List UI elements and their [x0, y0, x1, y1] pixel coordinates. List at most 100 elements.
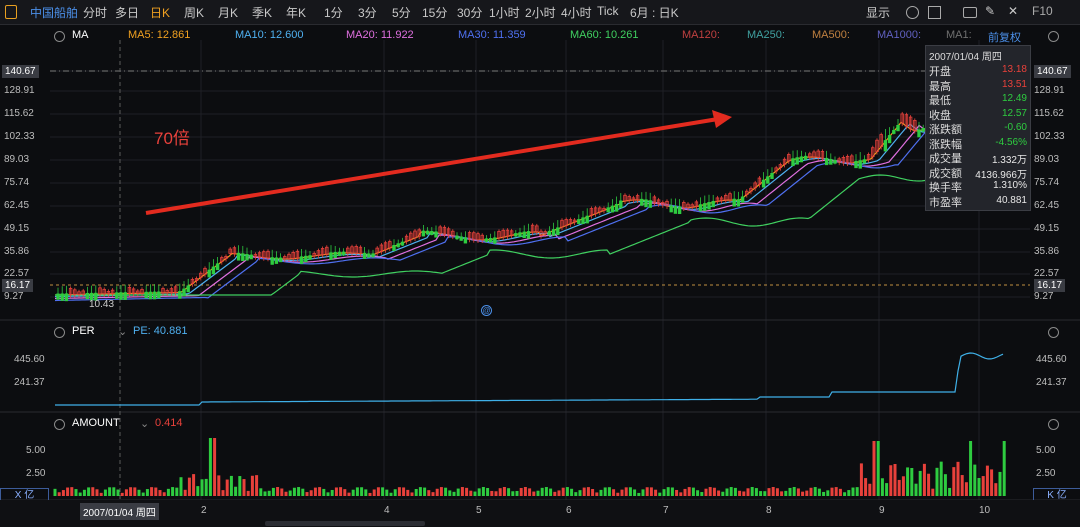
period-tab[interactable]: 年K	[286, 6, 307, 20]
amount-bar	[628, 487, 632, 496]
amount-bar	[712, 487, 716, 496]
candle-body	[724, 194, 728, 201]
candle-body	[467, 232, 472, 240]
candle-body	[757, 177, 762, 185]
period-tab[interactable]: 分时	[83, 6, 108, 20]
candle-body	[761, 179, 766, 188]
gear-icon[interactable]	[1048, 31, 1059, 42]
candle-body	[425, 230, 430, 235]
period-tab-active[interactable]: 日K	[150, 6, 171, 20]
candle-body	[572, 219, 577, 223]
chevron-down-icon[interactable]: ⌄	[118, 326, 128, 338]
stock-name[interactable]: 中国船舶	[30, 6, 79, 20]
per-indicator[interactable]: PER	[72, 325, 95, 337]
candle-body	[808, 153, 812, 158]
period-tab[interactable]: 多日	[115, 6, 140, 20]
candle-body	[497, 230, 501, 239]
period-tab[interactable]: 1分	[324, 6, 343, 20]
info-label: 涨跌额	[929, 124, 962, 136]
horizontal-scrollbar[interactable]	[265, 521, 425, 526]
gear-icon[interactable]	[54, 419, 65, 430]
amount-bar	[633, 489, 637, 496]
main-chart-header: MA MA5: 12.861 MA10: 12.600 MA20: 11.922…	[0, 27, 1080, 45]
amount-bar	[469, 490, 473, 496]
amount-bar	[742, 491, 746, 496]
period-tab[interactable]: 30分	[457, 6, 483, 20]
amount-bar	[809, 487, 813, 496]
period-tab[interactable]: 15分	[422, 6, 448, 20]
y-tick-left: 35.86	[4, 246, 30, 257]
per-y-tick: 445.60	[14, 354, 45, 365]
amount-bar	[990, 469, 994, 496]
candle-body	[787, 154, 791, 162]
period-tab[interactable]: 周K	[184, 6, 205, 20]
period-tab[interactable]: 4小时	[561, 6, 592, 20]
camera-icon[interactable]	[963, 7, 977, 18]
amount-bar	[960, 475, 964, 496]
f10-button[interactable]: F10	[1032, 4, 1053, 18]
period-tab[interactable]: 季K	[252, 6, 273, 20]
period-tab[interactable]: 5分	[392, 6, 411, 20]
settings-icon[interactable]	[906, 6, 919, 19]
candle-body	[543, 231, 547, 235]
amount-bar	[137, 489, 141, 496]
candle-body	[866, 154, 871, 161]
candle-body	[283, 256, 287, 260]
period-tab[interactable]: 3分	[358, 6, 377, 20]
amount-bar	[998, 471, 1002, 496]
candle-body	[598, 207, 602, 213]
amount-bar	[301, 488, 305, 496]
candle-body	[89, 292, 94, 301]
candle-body	[362, 252, 367, 259]
amount-indicator[interactable]: AMOUNT	[72, 417, 120, 429]
amount-bar	[973, 464, 977, 496]
period-selector[interactable]: 6月 : 日K	[630, 6, 679, 20]
amount-bar	[822, 491, 826, 496]
amount-bar	[192, 474, 196, 496]
y-tick-right: 49.15	[1034, 223, 1060, 234]
ma-line-0	[54, 84, 1010, 296]
candle-body	[493, 237, 497, 244]
info-label: 换手率	[929, 182, 962, 194]
gear-icon[interactable]	[1048, 327, 1059, 338]
amount-bar	[452, 491, 456, 496]
gear-icon[interactable]	[54, 31, 65, 42]
period-tab[interactable]: Tick	[597, 4, 619, 18]
period-tab[interactable]: 月K	[218, 6, 239, 20]
amount-bar	[166, 488, 170, 496]
candle-body	[186, 285, 190, 293]
info-value: -4.56%	[995, 136, 1027, 148]
amount-bar	[927, 473, 931, 496]
gear-icon[interactable]	[54, 327, 65, 338]
amount-bar	[145, 489, 149, 496]
candle-body	[736, 199, 741, 207]
edit-icon[interactable]: ✎	[985, 4, 996, 18]
main-indicator[interactable]: MA	[72, 29, 89, 41]
gear-icon[interactable]	[1048, 419, 1059, 430]
chevron-down-icon[interactable]: ⌄	[140, 418, 150, 430]
candle-body	[514, 233, 518, 237]
amount-bar	[889, 465, 893, 496]
info-value: 12.49	[1001, 93, 1027, 104]
checkbox-icon[interactable]	[928, 6, 941, 19]
candle-body	[707, 202, 711, 210]
amount-bar	[536, 490, 540, 496]
sidebar-toggle-icon[interactable]	[5, 5, 17, 19]
amount-bar	[528, 488, 532, 496]
info-date: 2007/01/04 周四	[929, 52, 1002, 63]
candle-body	[165, 290, 169, 294]
trend-arrow-line	[145, 117, 719, 215]
amount-bar	[922, 463, 926, 496]
candle-body	[509, 230, 514, 236]
period-tab[interactable]: 2小时	[525, 6, 556, 20]
display-menu[interactable]: 显示	[866, 6, 891, 20]
info-value: 12.57	[1001, 107, 1027, 119]
at-icon[interactable]: @	[481, 305, 492, 316]
candle-body	[207, 269, 211, 278]
close-icon[interactable]: ✕	[1008, 4, 1019, 18]
candle-body	[732, 198, 736, 207]
y-tick-right: 115.62	[1034, 108, 1064, 119]
period-tab[interactable]: 1小时	[489, 6, 520, 20]
adjust-mode-button[interactable]: 前复权	[988, 32, 1021, 44]
candle-body	[921, 128, 925, 132]
